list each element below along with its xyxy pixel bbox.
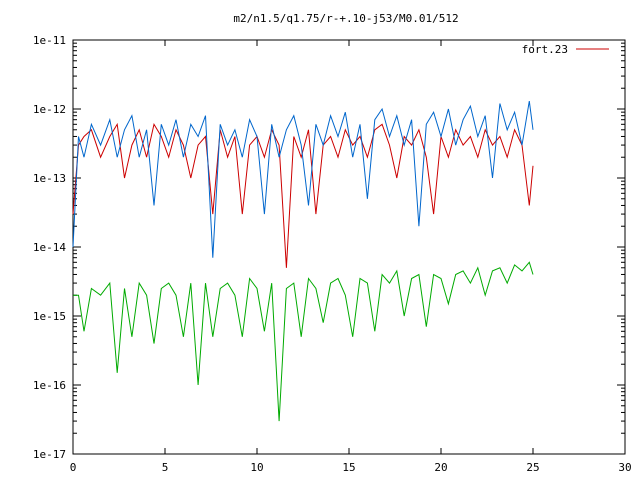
y-tick-label: 1e-14 <box>33 241 66 254</box>
y-tick-label: 1e-11 <box>33 34 66 47</box>
y-tick-label: 1e-16 <box>33 379 66 392</box>
y-tick-label: 1e-17 <box>33 448 66 461</box>
y-tick-label: 1e-12 <box>33 103 66 116</box>
x-tick-label: 5 <box>162 461 169 474</box>
axis-ticks: 0 5 10 15 20 25 30 1e-11 1e-12 1e-13 1e-14 1e-15 1e-… <box>33 34 632 474</box>
x-tick-label: 15 <box>342 461 355 474</box>
chart-title: m2/n1.5/q1.75/r-+.10-j53/M0.01/512 <box>233 12 458 25</box>
x-tick-label: 20 <box>434 461 447 474</box>
x-tick-label: 10 <box>250 461 263 474</box>
series-layer <box>72 101 534 422</box>
legend-label-fort-23: fort.23 <box>522 43 568 56</box>
series-line-3 <box>73 261 534 422</box>
series-line-2 <box>72 101 534 258</box>
y-tick-label: 1e-15 <box>33 310 66 323</box>
y-tick-label: 1e-13 <box>33 172 66 185</box>
x-tick-label: 30 <box>618 461 631 474</box>
series-line-1 <box>72 122 534 268</box>
legend: fort.23 <box>522 43 609 56</box>
x-tick-label: 25 <box>526 461 539 474</box>
x-tick-label: 0 <box>70 461 77 474</box>
